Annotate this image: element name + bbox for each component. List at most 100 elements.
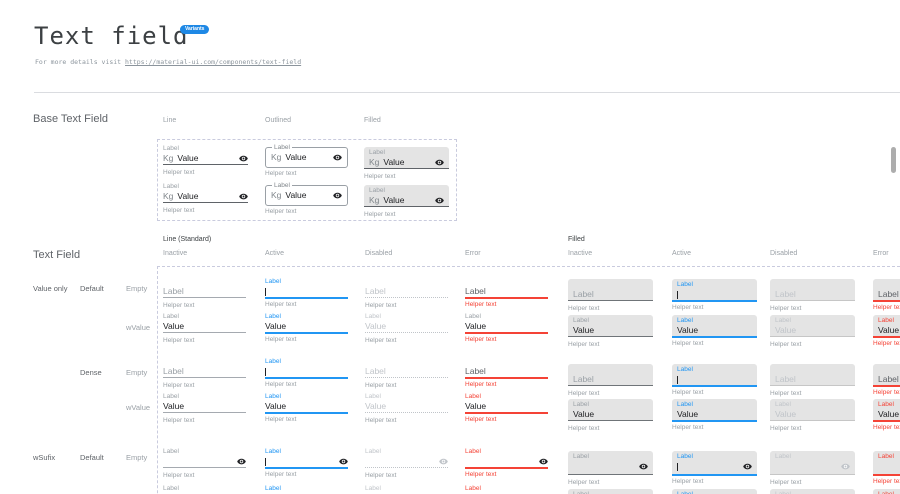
field-helper-text: Helper text	[364, 211, 396, 218]
field-input-row: Label	[163, 366, 246, 377]
header-divider	[34, 92, 900, 93]
field-helper-text: Helper text	[163, 417, 195, 424]
field-input-row: Label	[465, 286, 548, 297]
field-placeholder-label: Label	[465, 286, 486, 296]
visibility-icon	[333, 192, 342, 199]
field-helper-text: Helper text	[465, 335, 497, 343]
scrollbar-thumb[interactable]	[891, 147, 896, 173]
field-value: Value	[573, 325, 595, 335]
grid-section-title: Text Field	[33, 249, 81, 261]
field-input-row	[265, 366, 348, 377]
row-label-empty: Empty	[126, 453, 148, 462]
field-underline	[465, 467, 548, 469]
filled-field-active-row5: Label Helper text	[672, 451, 757, 486]
field-helper-text: Helper text	[163, 169, 195, 176]
prefix-text: Kg	[369, 157, 380, 167]
field-label: Label	[573, 317, 589, 324]
field-value: Value	[465, 321, 487, 331]
visibility-icon	[435, 197, 444, 204]
docs-link[interactable]: https://material-ui.com/components/text-…	[125, 58, 302, 66]
variants-badge: Variants	[180, 25, 210, 34]
line-field-inactive-row2: Label Value Helper text	[163, 313, 246, 345]
field-underline	[365, 467, 448, 470]
field-placeholder-label: Label	[163, 286, 184, 296]
field-label: Label	[878, 401, 894, 408]
filled-box: Label	[672, 279, 757, 300]
field-underline	[265, 332, 348, 334]
state-header-filled-error: Error	[873, 250, 889, 257]
column-header-line: Line	[163, 117, 177, 124]
outlined-box: Label Kg Value	[265, 182, 348, 206]
field-label: Label	[163, 183, 179, 190]
field-underline	[163, 332, 246, 335]
field-input-row: Label	[365, 366, 448, 377]
field-input-row: Label	[365, 286, 448, 297]
field-label: Label	[573, 491, 648, 494]
field-value: Value	[465, 401, 487, 411]
field-input-row: Kg Value	[369, 195, 444, 206]
state-header-filled-inactive: Inactive	[568, 250, 593, 257]
field-placeholder-label: Label	[775, 374, 796, 384]
field-input-row: Value	[163, 321, 246, 332]
field-underline	[365, 377, 448, 380]
field-helper-text: Helper text	[672, 389, 704, 396]
filled-box: Label Kg Value	[364, 185, 449, 206]
field-helper-text: Helper text	[568, 341, 600, 348]
line-field-active-row5: Label Helper text	[265, 448, 348, 479]
filled-field-inactive-row5: Label Helper text	[568, 451, 653, 487]
field-input-row: Label	[573, 374, 648, 385]
field-value: Value	[265, 321, 287, 331]
line-field-disabled-row5: Label Helper text	[365, 448, 448, 480]
line-field-disabled-row4: Label Value Helper text	[365, 393, 448, 425]
filled-field-inactive-row4: Label Value Helper text	[568, 399, 653, 433]
line-field-error-row3: LabelLabelHelper text	[465, 358, 548, 389]
field-input-row	[878, 461, 900, 472]
line-field-error-row2: Label Value Helper text	[465, 313, 548, 344]
text-cursor	[265, 287, 266, 296]
filled-field-active-row4: Label Value Helper text	[672, 399, 757, 432]
field-helper-text: Helper text	[265, 416, 297, 423]
field-label: Label	[775, 317, 791, 324]
field-value: Value	[573, 409, 595, 419]
visibility-icon	[239, 155, 248, 162]
row-label-wvalue: wValue	[126, 323, 151, 332]
field-underline	[265, 467, 348, 469]
state-header-line-error: Error	[465, 250, 481, 257]
text-cursor	[265, 457, 266, 466]
field-label: Label	[465, 313, 481, 320]
field-label: Label	[573, 453, 589, 460]
field-input-row: Value	[265, 401, 348, 412]
prefix-text: Kg	[163, 191, 174, 201]
field-input-row: Value	[465, 321, 548, 332]
field-helper-text: Helper text	[465, 470, 497, 478]
field-input-row	[573, 461, 648, 472]
visibility-icon	[743, 463, 752, 470]
field-label: Label	[163, 145, 179, 152]
field-underline	[568, 474, 653, 477]
field-helper-text: Helper text	[873, 303, 900, 311]
field-value: Value	[285, 152, 307, 162]
field-helper-text: Helper text	[770, 425, 802, 432]
visibility-icon	[333, 154, 342, 161]
field-underline	[672, 385, 757, 387]
line-field-active-row1: Label Helper text	[265, 278, 348, 309]
visibility-icon	[639, 463, 648, 470]
field-helper-text: Helper text	[365, 382, 397, 389]
line-field-inactive-row1: LabelLabelHelper text	[163, 278, 246, 310]
visibility-icon	[539, 458, 548, 465]
field-label: Label	[272, 182, 292, 190]
field-placeholder-label: Label	[163, 366, 184, 376]
line-field-inactive-row5: Label Helper text	[163, 448, 246, 480]
field-label: Label	[775, 453, 791, 460]
field-helper-text: Helper text	[770, 341, 802, 348]
